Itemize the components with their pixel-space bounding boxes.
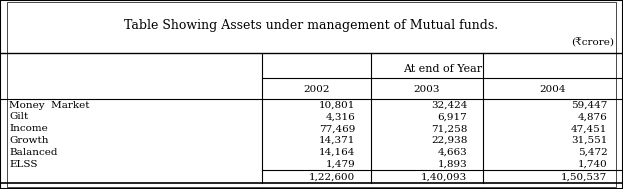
Text: Growth: Growth xyxy=(9,136,49,145)
Text: ELSS: ELSS xyxy=(9,160,38,169)
Text: 1,740: 1,740 xyxy=(578,160,607,169)
Text: Gilt: Gilt xyxy=(9,112,29,122)
Text: 1,479: 1,479 xyxy=(325,160,355,169)
Text: 2004: 2004 xyxy=(540,85,566,94)
Text: Money  Market: Money Market xyxy=(9,101,90,110)
Text: 10,801: 10,801 xyxy=(319,101,355,110)
Text: 77,469: 77,469 xyxy=(319,124,355,133)
Text: 14,164: 14,164 xyxy=(319,148,355,157)
Text: 2003: 2003 xyxy=(414,85,440,94)
Text: 4,876: 4,876 xyxy=(578,112,607,122)
Text: 2002: 2002 xyxy=(303,85,330,94)
Text: 71,258: 71,258 xyxy=(431,124,467,133)
Text: 31,551: 31,551 xyxy=(571,136,607,145)
Text: 6,917: 6,917 xyxy=(437,112,467,122)
Text: 32,424: 32,424 xyxy=(431,101,467,110)
Text: 14,371: 14,371 xyxy=(319,136,355,145)
Text: 59,447: 59,447 xyxy=(571,101,607,110)
Text: Balanced: Balanced xyxy=(9,148,58,157)
Text: 4,316: 4,316 xyxy=(325,112,355,122)
Text: 47,451: 47,451 xyxy=(571,124,607,133)
Text: Table Showing Assets under management of Mutual funds.: Table Showing Assets under management of… xyxy=(125,19,498,32)
Text: 1,40,093: 1,40,093 xyxy=(421,172,467,181)
Text: 22,938: 22,938 xyxy=(431,136,467,145)
Text: 4,663: 4,663 xyxy=(437,148,467,157)
Text: (₹crore): (₹crore) xyxy=(571,38,614,47)
Text: 5,472: 5,472 xyxy=(578,148,607,157)
Text: 1,50,537: 1,50,537 xyxy=(561,172,607,181)
Text: 1,22,600: 1,22,600 xyxy=(309,172,355,181)
Text: 1,893: 1,893 xyxy=(437,160,467,169)
Text: At end of Year: At end of Year xyxy=(402,64,482,74)
Text: Income: Income xyxy=(9,124,48,133)
